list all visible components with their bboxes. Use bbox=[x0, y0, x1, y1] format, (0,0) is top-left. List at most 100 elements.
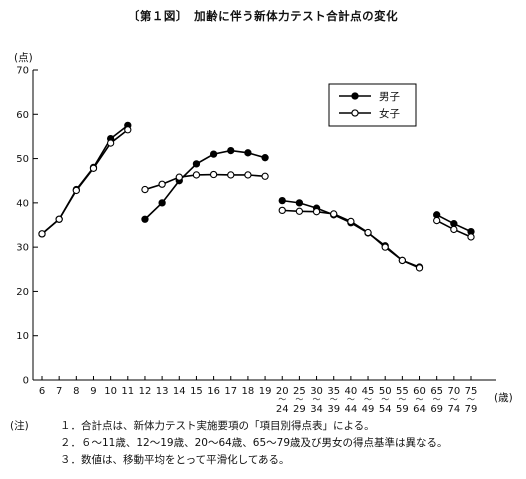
legend-label: 女子 bbox=[379, 107, 400, 120]
data-point bbox=[467, 233, 475, 241]
y-tick-label: 40 bbox=[16, 198, 29, 209]
data-point bbox=[192, 160, 201, 168]
footnote-line-3: ３．数値は、移動平均をとって平滑化してある。 bbox=[60, 454, 290, 466]
x-tick-label: 6 bbox=[39, 386, 45, 397]
x-tick-label-end: 49 bbox=[362, 404, 375, 415]
data-point bbox=[295, 207, 304, 215]
x-tick-label: 70 bbox=[447, 386, 460, 397]
x-tick-label: 15 bbox=[190, 386, 203, 397]
x-tick-label: 18 bbox=[242, 386, 255, 397]
x-axis-unit-label: (歳) bbox=[494, 392, 513, 404]
data-point bbox=[227, 146, 235, 155]
x-tick-label-end: 74 bbox=[447, 404, 460, 415]
y-tick-label: 70 bbox=[16, 66, 29, 77]
axes bbox=[32, 70, 496, 381]
x-tick-range-mark: 〜 bbox=[398, 395, 406, 404]
data-point bbox=[244, 171, 252, 179]
x-tick-label: 9 bbox=[90, 386, 96, 397]
data-point bbox=[89, 164, 98, 172]
data-point bbox=[158, 199, 166, 207]
x-tick-label-end: 39 bbox=[327, 404, 340, 415]
x-tick-label: 65 bbox=[430, 386, 443, 397]
legend-marker bbox=[351, 92, 359, 100]
x-tick-label: 75 bbox=[465, 386, 478, 397]
x-tick-label-end: 69 bbox=[430, 404, 443, 415]
x-tick-range-mark: 〜 bbox=[450, 395, 458, 404]
data-point bbox=[192, 171, 201, 179]
legend-marker bbox=[351, 109, 359, 117]
data-point bbox=[398, 256, 407, 265]
x-tick-label: 60 bbox=[413, 386, 426, 397]
y-tick-label: 20 bbox=[16, 287, 29, 298]
data-point bbox=[433, 216, 441, 225]
y-axis-ticks: 0 10 20 30 40 50 60 70 bbox=[16, 66, 38, 387]
data-point bbox=[278, 196, 286, 205]
x-tick-range-mark: 〜 bbox=[433, 395, 441, 404]
x-tick-label: 55 bbox=[396, 386, 409, 397]
footnote-line-2: ２．６～11歳、12～19歳、20～64歳、65～79歳及び男女の得点基準は異な… bbox=[60, 437, 448, 449]
data-point bbox=[141, 185, 149, 194]
data-point bbox=[330, 210, 338, 218]
x-tick-label: 40 bbox=[345, 386, 358, 397]
data-point bbox=[141, 215, 149, 223]
data-point bbox=[209, 150, 218, 158]
x-tick-label-end: 64 bbox=[413, 404, 426, 415]
x-tick-label: 11 bbox=[121, 386, 134, 397]
x-tick-label-end: 34 bbox=[310, 404, 323, 415]
x-tick-label-end: 44 bbox=[345, 404, 358, 415]
series-girls bbox=[38, 126, 475, 272]
data-point bbox=[312, 208, 321, 216]
x-tick-label: 17 bbox=[224, 386, 237, 397]
data-point bbox=[450, 225, 458, 234]
data-point bbox=[381, 243, 389, 251]
data-point bbox=[55, 215, 63, 223]
footnote-head: (注) bbox=[10, 420, 29, 432]
legend-label: 男子 bbox=[379, 91, 400, 103]
x-tick-label-end: 79 bbox=[465, 404, 478, 415]
x-tick-range-mark: 〜 bbox=[278, 395, 286, 404]
x-tick-label: 7 bbox=[56, 386, 62, 397]
y-tick-label: 30 bbox=[16, 243, 29, 254]
data-point bbox=[175, 173, 183, 181]
x-tick-range-mark: 〜 bbox=[313, 395, 321, 404]
x-tick-range-mark: 〜 bbox=[467, 395, 475, 404]
x-tick-label: 8 bbox=[73, 386, 79, 397]
legend-box bbox=[328, 83, 417, 127]
x-tick-label: 35 bbox=[327, 386, 340, 397]
x-tick-label: 50 bbox=[379, 386, 392, 397]
series-line-segment bbox=[41, 129, 129, 235]
x-tick-label: 12 bbox=[139, 386, 152, 397]
data-point bbox=[244, 149, 252, 157]
x-tick-label: 19 bbox=[259, 386, 272, 397]
series-lines bbox=[38, 121, 475, 272]
data-point bbox=[124, 126, 132, 134]
x-axis-ticks: 6 7 8 9 10 11 12 13 14 15 16 17 18 19 20〜2425〜2930〜343… bbox=[39, 376, 478, 415]
data-point bbox=[415, 264, 424, 272]
data-point bbox=[347, 217, 355, 226]
x-tick-range-mark: 〜 bbox=[295, 395, 303, 404]
x-tick-label-end: 24 bbox=[276, 404, 289, 415]
y-axis-unit-label: (点) bbox=[14, 52, 33, 64]
x-tick-range-mark: 〜 bbox=[364, 395, 372, 404]
series-boys bbox=[38, 121, 475, 271]
x-tick-label: 13 bbox=[156, 386, 169, 397]
data-point bbox=[227, 171, 235, 179]
data-point bbox=[158, 180, 166, 188]
y-tick-label: 60 bbox=[16, 110, 29, 121]
y-tick-label: 0 bbox=[23, 376, 29, 387]
data-point bbox=[261, 154, 269, 162]
x-tick-range-mark: 〜 bbox=[416, 395, 424, 404]
x-tick-label-end: 59 bbox=[396, 404, 409, 415]
data-point bbox=[364, 228, 372, 237]
x-tick-label: 45 bbox=[362, 386, 375, 397]
y-tick-label: 10 bbox=[16, 331, 29, 342]
chart-title: 〔第１図〕 加齢に伴う新体力テスト合計点の変化 bbox=[127, 9, 399, 23]
x-tick-label-end: 29 bbox=[293, 404, 306, 415]
footnote-line-1: １．合計点は、新体力テスト実施要項の「項目別得点表」による。 bbox=[60, 420, 375, 432]
data-point bbox=[72, 186, 80, 195]
x-tick-range-mark: 〜 bbox=[330, 395, 338, 404]
y-tick-label: 50 bbox=[16, 154, 29, 165]
data-point bbox=[278, 206, 286, 215]
